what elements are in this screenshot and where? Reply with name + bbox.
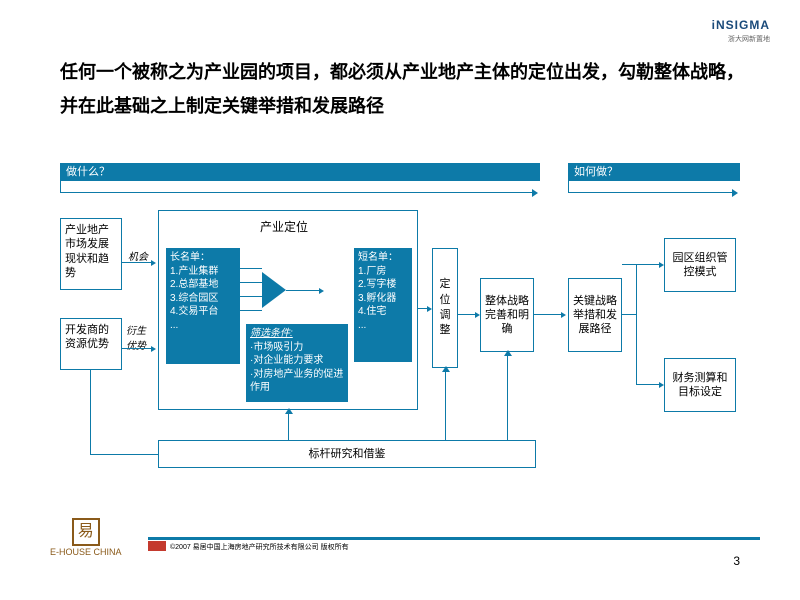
funnel-icon (262, 272, 286, 308)
ehouse-icon: 易 (72, 518, 100, 546)
box-longlist: 长名单： 1.产业集群 2.总部基地 3.综合园区 4.交易平台 ... (166, 248, 240, 364)
box-criteria: 筛选条件: ·市场吸引力 ·对企业能力要求 ·对房地产业务的促进作用 (246, 324, 348, 402)
longlist-item: 3.综合园区 (170, 292, 236, 306)
longlist-item: 4.交易平台 (170, 305, 236, 319)
box-key-actions: 关键战略举措和发展路径 (568, 278, 622, 352)
connector-fb-h1 (90, 454, 158, 455)
arrow-to-fin (636, 384, 662, 385)
box-refine: 整体战略完善和明确 (480, 278, 534, 352)
criteria-item: ·对房地产业务的促进作用 (250, 368, 344, 395)
funnel-line (240, 268, 262, 269)
page-title: 任何一个被称之为产业园的项目，都必须从产业地产主体的定位出发，勾勒整体战略，并在… (60, 55, 760, 123)
arrow-funnel-out (286, 290, 322, 291)
label-opportunity: 机会 (128, 248, 148, 263)
arrow-to-adjust (418, 308, 430, 309)
footer-divider (148, 537, 760, 540)
shortlist-item: 3.孵化器 (358, 292, 408, 306)
shortlist-item: 4.住宅 (358, 305, 408, 319)
criteria-head: 筛选条件: (250, 327, 344, 341)
arrow-fb-to-adjust (445, 368, 446, 440)
box-shortlist: 短名单： 1.厂房 2.写字楼 3.孵化器 4.住宅 ... (354, 248, 412, 362)
section-header-left: 做什么？ (60, 163, 540, 181)
box-market-trends: 产业地产市场发展现状和趋势 (60, 218, 122, 290)
positioning-title: 产业定位 (260, 218, 308, 235)
arrow-to-org (622, 264, 662, 265)
brand-logo: iNSIGMA (712, 18, 770, 32)
shortlist-item: 1.厂房 (358, 265, 408, 279)
ehouse-text: E-HOUSE CHINA (50, 548, 122, 558)
box-org-model: 园区组织管控模式 (664, 238, 736, 292)
funnel-line (240, 310, 262, 311)
longlist-item: 2.总部基地 (170, 278, 236, 292)
arrow-fb-to-refine (507, 352, 508, 440)
arrow-fb-to-positioning (288, 410, 289, 440)
shortlist-item: ... (358, 319, 408, 333)
shortlist-head: 短名单： (358, 251, 408, 265)
page-number: 3 (733, 554, 740, 568)
box-adjust: 定位调整 (432, 248, 458, 368)
frame-v (60, 181, 61, 192)
arrow-refine-out (534, 314, 564, 315)
box-benchmark: 标杆研究和借鉴 (158, 440, 536, 468)
arrow-market-in (122, 262, 154, 263)
connector-fb-v1 (90, 370, 91, 454)
longlist-item: 1.产业集群 (170, 265, 236, 279)
funnel-line (240, 296, 262, 297)
connector-key-out (622, 314, 636, 315)
footer-copyright: ©2007 易居中国上海房地产研究所技术有限公司 版权所有 (170, 542, 349, 552)
longlist-item: ... (170, 319, 236, 333)
criteria-item: ·市场吸引力 (250, 341, 344, 355)
criteria-item: ·对企业能力要求 (250, 354, 344, 368)
ehouse-logo: 易 E-HOUSE CHINA (50, 518, 122, 558)
funnel-line (240, 282, 262, 283)
frame-v (568, 181, 569, 192)
arrow-dev-in (122, 348, 154, 349)
longlist-head: 长名单： (170, 251, 236, 265)
section-header-right: 如何做？ (568, 163, 740, 181)
arrow-to-refine (458, 314, 478, 315)
box-financial: 财务测算和目标设定 (664, 358, 736, 412)
shortlist-item: 2.写字楼 (358, 278, 408, 292)
box-developer-resources: 开发商的资源优势 (60, 318, 122, 370)
footer-accent (148, 541, 166, 551)
flow-arrow-left (60, 192, 536, 193)
connector-right-v (636, 264, 637, 384)
brand-subtitle: 浙大网新置地 (728, 34, 770, 44)
flow-arrow-right (568, 192, 736, 193)
